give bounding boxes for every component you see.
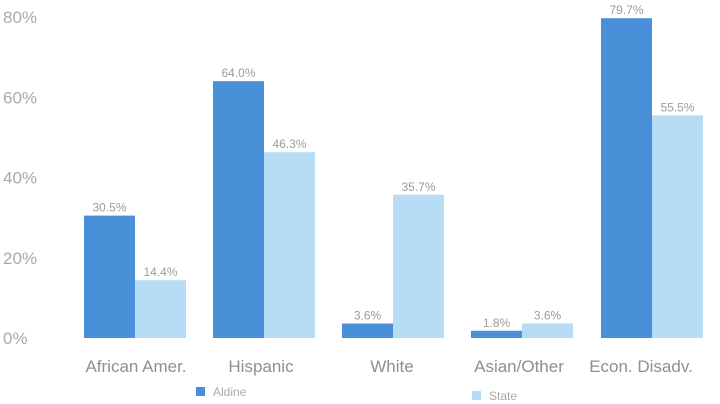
data-label-state-2: 35.7% (401, 180, 435, 194)
bar-state-3 (522, 323, 573, 338)
data-label-aldine-0: 30.5% (92, 201, 126, 215)
legend-label-aldine: Aldine (213, 385, 247, 399)
data-label-aldine-3: 1.8% (483, 316, 511, 330)
bar-aldine-4 (601, 18, 652, 339)
data-labels: 30.5% 64.0% 3.6% 1.8% 79.7% 14.4% 46.3% 35.7% 3.… (92, 3, 694, 330)
data-label-state-3: 3.6% (534, 309, 562, 323)
data-label-state-4: 55.5% (660, 100, 694, 114)
bar-state-1 (264, 152, 315, 338)
bar-state-2 (393, 194, 444, 338)
data-label-state-0: 14.4% (143, 265, 177, 279)
x-tick-label: Hispanic (228, 357, 294, 376)
data-label-state-1: 46.3% (272, 137, 306, 151)
y-tick-label: 40% (3, 169, 37, 188)
bar-aldine-3 (471, 330, 522, 338)
y-tick-label: 60% (3, 88, 37, 107)
x-tick-label: Econ. Disadv. (589, 357, 693, 376)
y-tick-label: 20% (3, 249, 37, 268)
legend-label-state: State (489, 389, 517, 403)
legend-swatch-state (472, 391, 481, 400)
x-axis: African Amer. Hispanic White Asian/Other Eco… (85, 357, 692, 376)
bar-state-4 (652, 115, 703, 339)
data-label-aldine-2: 3.6% (354, 309, 382, 323)
bar-aldine-1 (213, 81, 264, 338)
data-label-aldine-1: 64.0% (221, 66, 255, 80)
y-tick-label: 80% (3, 8, 37, 27)
bar-aldine-2 (342, 323, 393, 338)
bar-aldine-0 (84, 215, 135, 338)
data-label-aldine-4: 79.7% (609, 3, 643, 17)
x-tick-label: White (370, 357, 413, 376)
y-tick-label: 0% (3, 329, 28, 348)
x-tick-label: Asian/Other (474, 357, 564, 376)
x-tick-label: African Amer. (85, 357, 186, 376)
bars (84, 18, 703, 339)
bar-state-0 (135, 280, 186, 338)
y-axis: 0% 20% 40% 60% 80% (3, 8, 37, 348)
legend-swatch-aldine (196, 387, 205, 396)
legend: Aldine State (196, 385, 517, 403)
